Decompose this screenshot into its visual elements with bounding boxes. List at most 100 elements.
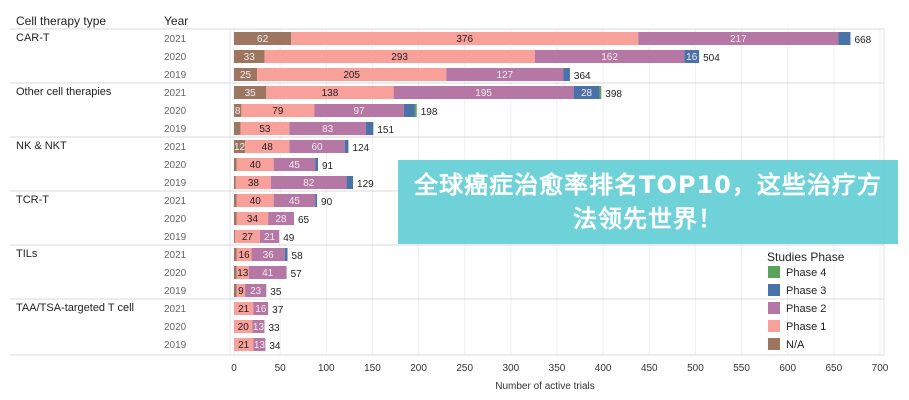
bar-segment-phase-2 <box>251 248 285 261</box>
legend-label: Phase 3 <box>786 285 826 297</box>
segment-label: 60 <box>311 142 323 153</box>
segment-label: 20 <box>238 322 250 333</box>
year-label: 2021 <box>164 142 187 153</box>
x-tick-label: 250 <box>456 363 473 374</box>
bar-segment-phase-1 <box>234 338 254 351</box>
bar-segment-phase-3 <box>344 140 349 153</box>
year-label: 2019 <box>164 232 187 243</box>
legend-swatch <box>768 266 780 278</box>
bar-segment-n-a <box>234 248 237 261</box>
segment-label: 53 <box>259 124 271 135</box>
segment-label: 13 <box>237 268 249 279</box>
bar-segment-phase-3 <box>684 50 700 63</box>
group-label: Other cell therapies <box>16 86 112 98</box>
segment-label: 12 <box>234 142 246 153</box>
x-tick-label: 350 <box>549 363 566 374</box>
segment-label: 162 <box>601 52 618 63</box>
legend-label: Phase 1 <box>786 321 826 333</box>
bar-segment-phase-1 <box>264 50 535 63</box>
bar-segment-phase-2 <box>253 302 269 315</box>
x-tick-label: 700 <box>872 363 889 374</box>
segment-label: 13 <box>254 340 266 351</box>
segment-label: 33 <box>244 52 256 63</box>
bar-segment-n-a <box>234 212 237 225</box>
segment-label: 40 <box>250 160 262 171</box>
bar-segment-phase-3 <box>403 104 415 117</box>
segment-label: 9 <box>238 286 244 297</box>
group-label: TAA/TSA-targeted T cell <box>16 302 134 314</box>
bar-segment-phase-2 <box>273 158 316 171</box>
group-label: TCR-T <box>16 194 49 206</box>
bar-segment-phase-1 <box>236 284 246 297</box>
total-label: 90 <box>321 197 333 208</box>
x-tick-label: 200 <box>410 363 427 374</box>
segment-label: 21 <box>238 340 250 351</box>
year-label: 2021 <box>164 250 187 261</box>
x-axis-label: Number of active trials <box>495 381 594 392</box>
legend-swatch <box>768 284 780 296</box>
banner-title: 全球癌症治愈率排名TOP10，这些治疗方法领先世界！ <box>414 171 882 233</box>
x-tick-label: 400 <box>595 363 612 374</box>
legend-title: Studies Phase <box>767 250 845 264</box>
bar-segment-phase-1 <box>236 266 249 279</box>
bar-segment-n-a <box>234 50 265 63</box>
segment-label: 41 <box>262 268 274 279</box>
bar-segment-n-a <box>234 158 237 171</box>
bar-segment-phase-3 <box>315 194 318 207</box>
segment-label: 16 <box>239 250 251 261</box>
bar-segment-phase-3 <box>284 248 288 261</box>
bar-segment-phase-2 <box>534 50 685 63</box>
segment-label: 62 <box>257 34 269 45</box>
bar-segment-n-a <box>234 266 237 279</box>
bar-segment-phase-2 <box>248 266 287 279</box>
bar-segment-phase-2 <box>638 32 839 45</box>
segment-label: 40 <box>250 196 262 207</box>
bar-segment-phase-1 <box>240 122 290 135</box>
year-label: 2021 <box>164 196 187 207</box>
x-tick-label: 300 <box>503 363 520 374</box>
bar-segment-phase-1 <box>236 212 269 225</box>
bar-segment-n-a <box>234 68 258 81</box>
bar-segment-phase-4 <box>414 104 417 117</box>
group-label: CAR-T <box>16 32 50 44</box>
segment-label: 205 <box>343 70 360 81</box>
year-label: 2020 <box>164 214 187 225</box>
bar-segment-phase-1 <box>245 140 290 153</box>
bar-segment-n-a <box>234 176 236 189</box>
total-label: 33 <box>268 323 280 334</box>
legend-swatch <box>768 302 780 314</box>
bar-segment-phase-3 <box>573 86 600 99</box>
total-label: 504 <box>703 53 720 64</box>
year-label: 2019 <box>164 340 187 351</box>
bar-segment-phase-3 <box>346 176 354 189</box>
total-label: 129 <box>357 179 374 190</box>
segment-label: 83 <box>322 124 334 135</box>
year-label: 2020 <box>164 268 187 279</box>
total-label: 49 <box>283 233 295 244</box>
total-label: 124 <box>352 143 369 154</box>
total-label: 35 <box>270 287 282 298</box>
year-label: 2019 <box>164 124 187 135</box>
segment-label: 34 <box>247 214 259 225</box>
segment-label: 13 <box>253 322 265 333</box>
segment-label: 127 <box>497 70 514 81</box>
x-tick-label: 450 <box>641 363 658 374</box>
bar-segment-phase-2 <box>253 338 266 351</box>
x-tick-label: 100 <box>318 363 335 374</box>
column-header-year: Year <box>164 14 188 28</box>
legend-label: N/A <box>786 339 805 351</box>
bar-segment-phase-1 <box>236 194 274 207</box>
bar-segment-n-a <box>234 284 237 297</box>
segment-label: 376 <box>456 34 473 45</box>
year-label: 2019 <box>164 70 187 81</box>
bar-segment-n-a <box>234 86 267 99</box>
bar-segment-phase-2 <box>446 68 564 81</box>
bar-segment-n-a <box>234 122 241 135</box>
x-tick-label: 600 <box>779 363 796 374</box>
column-header-type: Cell therapy type <box>16 14 106 28</box>
bar-segment-phase-3 <box>315 158 318 171</box>
segment-label: 138 <box>322 88 339 99</box>
segment-label: 82 <box>303 178 315 189</box>
segment-label: 45 <box>289 160 301 171</box>
bar-segment-phase-2 <box>259 230 280 243</box>
